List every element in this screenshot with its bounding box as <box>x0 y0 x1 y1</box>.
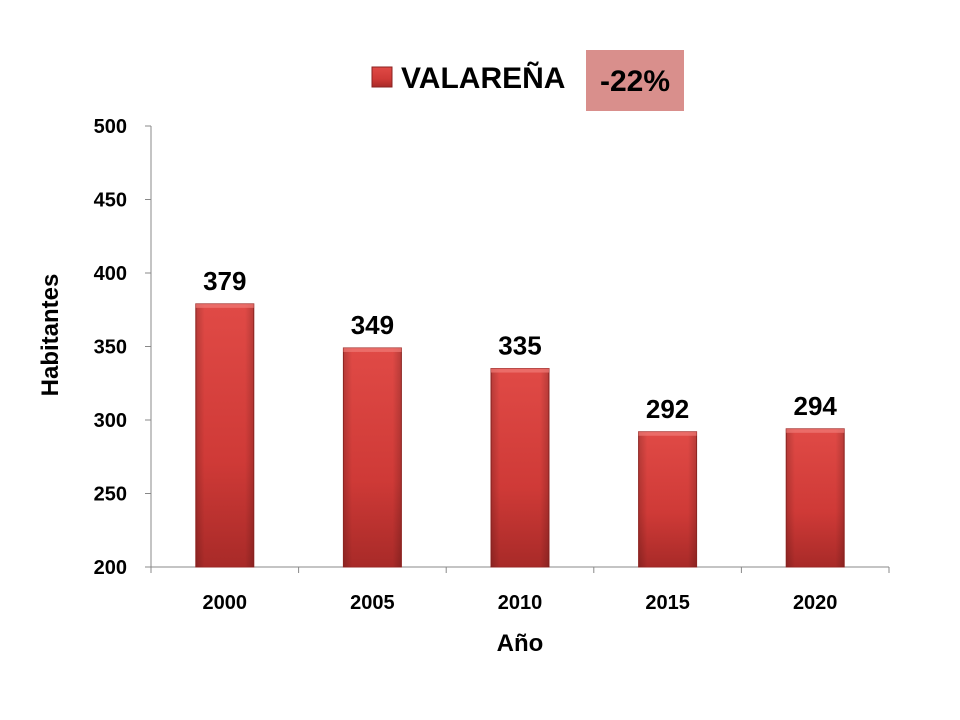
x-tick-label: 2020 <box>793 592 838 614</box>
y-tick-label: 350 <box>94 337 127 359</box>
legend: VALAREÑA <box>371 61 565 95</box>
x-tick-label: 2000 <box>203 592 248 614</box>
y-axis-title: Habitantes <box>37 274 64 397</box>
bar-group <box>195 303 255 568</box>
bar-shading <box>343 347 402 567</box>
x-axis-title: Año <box>497 630 544 657</box>
plot-area: 200 250 300 350 400 450 500 379 2000 349 2005 335 20… <box>94 116 890 614</box>
legend-label: VALAREÑA <box>401 61 565 95</box>
bar-group <box>785 428 845 568</box>
y-tick-label: 300 <box>94 410 127 432</box>
y-tick-label: 400 <box>94 263 127 285</box>
change-badge-text: -22% <box>600 65 670 98</box>
data-label: 292 <box>646 394 689 424</box>
data-label: 294 <box>794 391 838 421</box>
legend-swatch <box>371 66 393 88</box>
bar-shading <box>491 368 549 567</box>
change-badge: -22% <box>586 50 684 111</box>
data-label: 335 <box>498 331 541 361</box>
bar-shading <box>195 303 254 567</box>
bar-shading <box>638 431 697 567</box>
change-badge-background <box>586 50 684 111</box>
x-tick-label: 2010 <box>498 592 543 614</box>
y-tick-label: 200 <box>94 557 127 579</box>
y-tick-label: 500 <box>94 116 127 138</box>
bar-top-highlight <box>491 368 549 373</box>
bar-group <box>638 431 698 568</box>
bar-group <box>490 368 550 568</box>
x-tick-label: 2015 <box>645 592 690 614</box>
bar-group <box>342 347 402 568</box>
bar-top-highlight <box>343 347 402 352</box>
bar-top-highlight <box>638 431 697 436</box>
bar-top-highlight <box>786 428 845 433</box>
bar-top-highlight <box>195 303 254 308</box>
bar-shading <box>786 428 845 567</box>
data-label: 349 <box>351 310 394 340</box>
y-tick-label: 250 <box>94 484 127 506</box>
y-tick-label: 450 <box>94 190 127 212</box>
data-label: 379 <box>203 266 246 296</box>
x-tick-label: 2005 <box>350 592 395 614</box>
